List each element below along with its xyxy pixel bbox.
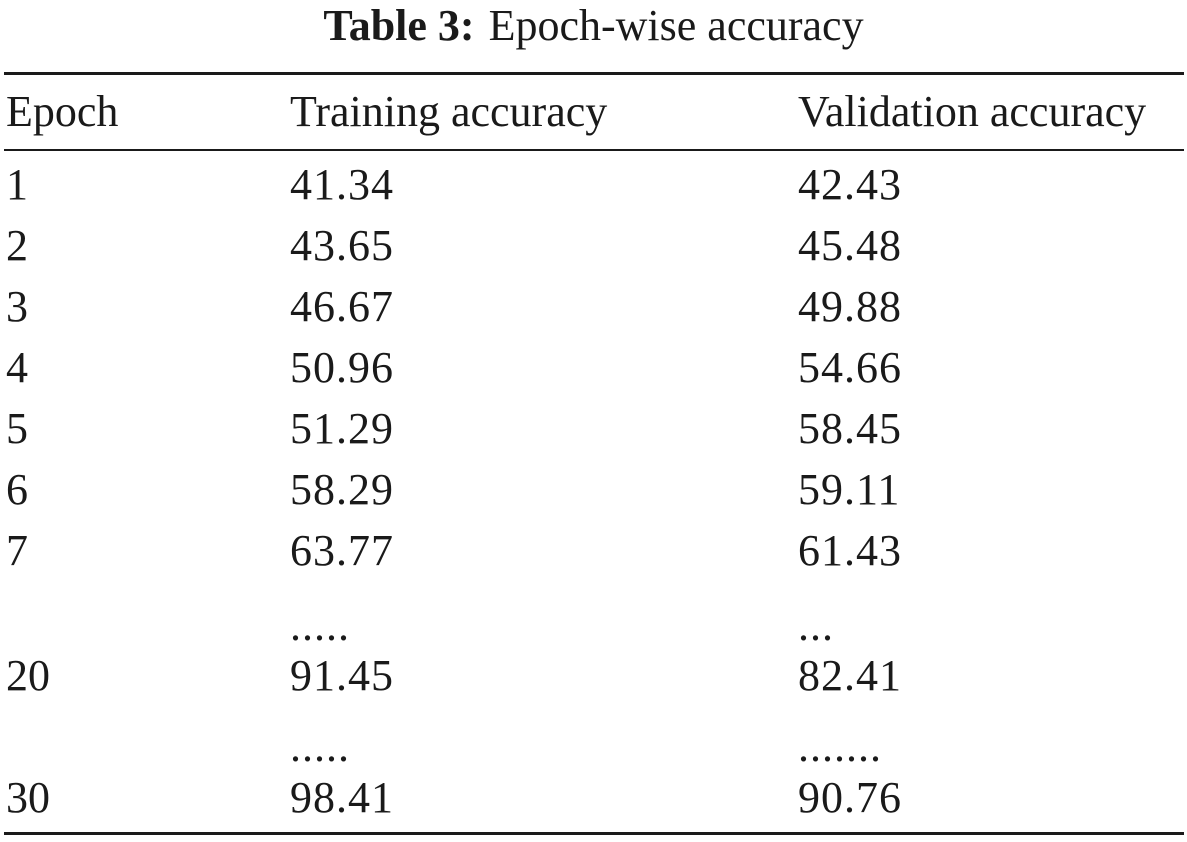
table-row: 7 63.77 61.43 [0,521,1187,581]
cell-validation-accuracy: ... [798,601,834,650]
table-caption-label: Table 3: [323,1,475,50]
cell-epoch: 2 [6,221,28,270]
cell-epoch: 20 [6,651,50,700]
cell-training-accuracy: 63.77 [290,526,394,575]
cell-training-accuracy: 91.45 [290,651,394,700]
cell-validation-accuracy: 49.88 [798,282,902,331]
cell-validation-accuracy: 45.48 [798,221,902,270]
cell-validation-accuracy: 54.66 [798,343,902,392]
cell-epoch: 30 [6,773,50,822]
cell-training-accuracy: 46.67 [290,282,394,331]
table-row: ........ [0,596,1187,656]
table-row: 30 98.41 90.76 [0,768,1187,828]
table-row: 3 46.67 49.88 [0,277,1187,337]
cell-validation-accuracy: 42.43 [798,160,902,209]
cell-validation-accuracy: 59.11 [798,465,901,514]
header-training-accuracy: Training accuracy [290,87,608,136]
cell-training-accuracy: ..... [290,722,350,771]
table-header-rule [4,149,1184,151]
table-row: 1 41.34 42.43 [0,155,1187,215]
table-row: ............ [0,717,1187,777]
table-row: 20 91.45 82.41 [0,646,1187,706]
cell-epoch: 6 [6,465,28,514]
table-top-rule [4,72,1184,75]
cell-training-accuracy: 98.41 [290,773,394,822]
cell-validation-accuracy: 58.45 [798,404,902,453]
table-row: 2 43.65 45.48 [0,216,1187,276]
table-row: 6 58.29 59.11 [0,460,1187,520]
cell-epoch: 1 [6,160,28,209]
cell-training-accuracy: 41.34 [290,160,394,209]
cell-training-accuracy: ..... [290,601,350,650]
table-row: 5 51.29 58.45 [0,399,1187,459]
header-epoch: Epoch [6,87,119,136]
cell-training-accuracy: 51.29 [290,404,394,453]
cell-training-accuracy: 50.96 [290,343,394,392]
table-header-row: Epoch Training accuracy Validation accur… [0,82,1187,142]
header-validation-accuracy: Validation accuracy [798,87,1147,136]
table-bottom-rule [4,832,1184,835]
table-caption: Table 3: Epoch-wise accuracy [0,0,1187,58]
cell-epoch: 4 [6,343,28,392]
cell-epoch: 3 [6,282,28,331]
cell-validation-accuracy: ....... [798,722,882,771]
cell-epoch: 7 [6,526,28,575]
cell-training-accuracy: 58.29 [290,465,394,514]
cell-validation-accuracy: 61.43 [798,526,902,575]
cell-validation-accuracy: 90.76 [798,773,902,822]
cell-epoch: 5 [6,404,28,453]
cell-training-accuracy: 43.65 [290,221,394,270]
cell-validation-accuracy: 82.41 [798,651,902,700]
table-row: 4 50.96 54.66 [0,338,1187,398]
table-caption-title: Epoch-wise accuracy [488,1,864,50]
